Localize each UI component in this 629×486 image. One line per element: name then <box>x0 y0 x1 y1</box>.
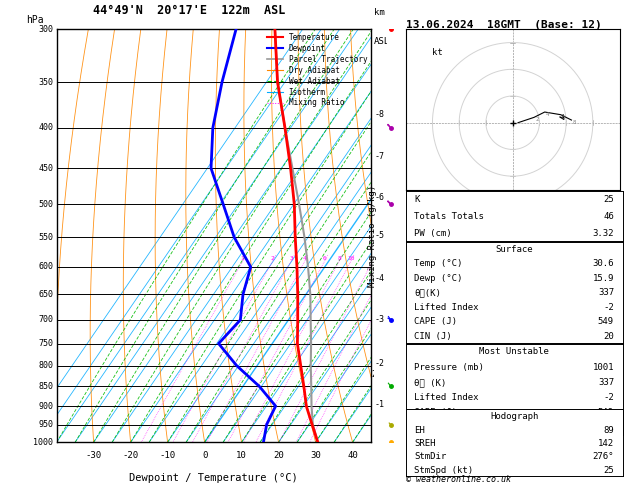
Text: 6: 6 <box>323 256 326 261</box>
Text: K: K <box>415 195 420 204</box>
Text: PW (cm): PW (cm) <box>415 228 452 238</box>
Text: θᴄ (K): θᴄ (K) <box>415 378 447 387</box>
Text: Hodograph: Hodograph <box>490 412 538 421</box>
Text: © weatheronline.co.uk: © weatheronline.co.uk <box>406 474 511 484</box>
Text: 400: 400 <box>38 123 53 132</box>
Text: Totals Totals: Totals Totals <box>415 212 484 221</box>
Text: -1: -1 <box>374 399 384 409</box>
Text: 142: 142 <box>598 439 614 448</box>
Text: 300: 300 <box>38 25 53 34</box>
Text: Dewp (°C): Dewp (°C) <box>415 274 463 283</box>
Text: -3: -3 <box>374 315 384 324</box>
Text: 550: 550 <box>38 233 53 242</box>
Text: Dewpoint / Temperature (°C): Dewpoint / Temperature (°C) <box>130 473 298 483</box>
Text: CAPE (J): CAPE (J) <box>415 317 457 326</box>
Legend: Temperature, Dewpoint, Parcel Trajectory, Dry Adiabat, Wet Adiabat, Isotherm, Mi: Temperature, Dewpoint, Parcel Trajectory… <box>264 30 370 110</box>
Text: 276°: 276° <box>593 452 614 461</box>
Text: CAPE (J): CAPE (J) <box>415 408 457 417</box>
Text: 950: 950 <box>38 420 53 429</box>
Text: 2 CL: 2 CL <box>372 370 390 379</box>
Text: 850: 850 <box>38 382 53 391</box>
Text: 549: 549 <box>598 408 614 417</box>
Text: -8: -8 <box>374 110 384 119</box>
Text: Temp (°C): Temp (°C) <box>415 260 463 268</box>
Text: 600: 600 <box>38 262 53 272</box>
Text: 800: 800 <box>38 361 53 370</box>
Text: StmDir: StmDir <box>415 452 447 461</box>
Text: 13.06.2024  18GMT  (Base: 12): 13.06.2024 18GMT (Base: 12) <box>406 20 601 31</box>
Text: StmSpd (kt): StmSpd (kt) <box>415 466 474 475</box>
Text: kt: kt <box>433 48 443 57</box>
Text: 2: 2 <box>535 118 538 122</box>
Text: 20: 20 <box>273 451 284 460</box>
Text: 89: 89 <box>603 426 614 434</box>
Text: ASL: ASL <box>374 37 391 47</box>
Text: 1: 1 <box>241 256 245 261</box>
Text: 900: 900 <box>38 401 53 411</box>
Text: 40: 40 <box>347 451 358 460</box>
Text: hPa: hPa <box>26 15 43 25</box>
Text: CIN (J): CIN (J) <box>415 331 452 341</box>
Text: 350: 350 <box>38 78 53 87</box>
Text: 700: 700 <box>38 315 53 324</box>
Text: 3.32: 3.32 <box>593 228 614 238</box>
Text: 500: 500 <box>38 200 53 209</box>
Text: Pressure (mb): Pressure (mb) <box>415 363 484 372</box>
Text: 337: 337 <box>598 288 614 297</box>
Text: 30.6: 30.6 <box>593 260 614 268</box>
Text: Lifted Index: Lifted Index <box>415 393 479 402</box>
Text: 1000: 1000 <box>33 438 53 447</box>
Text: 6: 6 <box>562 115 565 120</box>
Text: 8: 8 <box>337 256 341 261</box>
Text: 10: 10 <box>237 451 247 460</box>
Text: Surface: Surface <box>496 245 533 254</box>
Text: θᴄ(K): θᴄ(K) <box>415 288 442 297</box>
Text: 750: 750 <box>38 339 53 348</box>
Text: 25: 25 <box>603 466 614 475</box>
Text: Lifted Index: Lifted Index <box>415 303 479 312</box>
Text: 10: 10 <box>347 256 355 261</box>
Text: 1001: 1001 <box>593 363 614 372</box>
Text: 337: 337 <box>598 378 614 387</box>
Text: -2: -2 <box>603 303 614 312</box>
Text: Mixing Ratio (g/kg): Mixing Ratio (g/kg) <box>369 185 377 287</box>
Text: EH: EH <box>415 426 425 434</box>
Text: 650: 650 <box>38 290 53 299</box>
Text: -2: -2 <box>603 393 614 402</box>
Text: -2: -2 <box>374 359 384 368</box>
Text: 8: 8 <box>573 120 576 125</box>
Text: 30: 30 <box>310 451 321 460</box>
Text: 25: 25 <box>603 195 614 204</box>
Text: -20: -20 <box>123 451 138 460</box>
Text: -7: -7 <box>374 152 384 161</box>
Text: -10: -10 <box>160 451 175 460</box>
Text: 4: 4 <box>546 112 549 117</box>
Text: 450: 450 <box>38 164 53 173</box>
Text: CIN (J): CIN (J) <box>415 424 452 433</box>
Text: 549: 549 <box>598 317 614 326</box>
Text: -6: -6 <box>374 193 384 202</box>
Text: 44°49'N  20°17'E  122m  ASL: 44°49'N 20°17'E 122m ASL <box>92 4 285 17</box>
Text: 0: 0 <box>202 451 208 460</box>
Text: km: km <box>374 8 385 17</box>
Text: 46: 46 <box>603 212 614 221</box>
Text: 4: 4 <box>303 256 306 261</box>
Text: 20: 20 <box>603 331 614 341</box>
Text: -4: -4 <box>374 274 384 283</box>
Text: SREH: SREH <box>415 439 436 448</box>
Text: -5: -5 <box>374 231 384 241</box>
Text: 2: 2 <box>270 256 274 261</box>
Text: -30: -30 <box>86 451 102 460</box>
Text: 20: 20 <box>603 424 614 433</box>
Text: Most Unstable: Most Unstable <box>479 347 549 356</box>
Text: 15.9: 15.9 <box>593 274 614 283</box>
Text: 3: 3 <box>289 256 293 261</box>
